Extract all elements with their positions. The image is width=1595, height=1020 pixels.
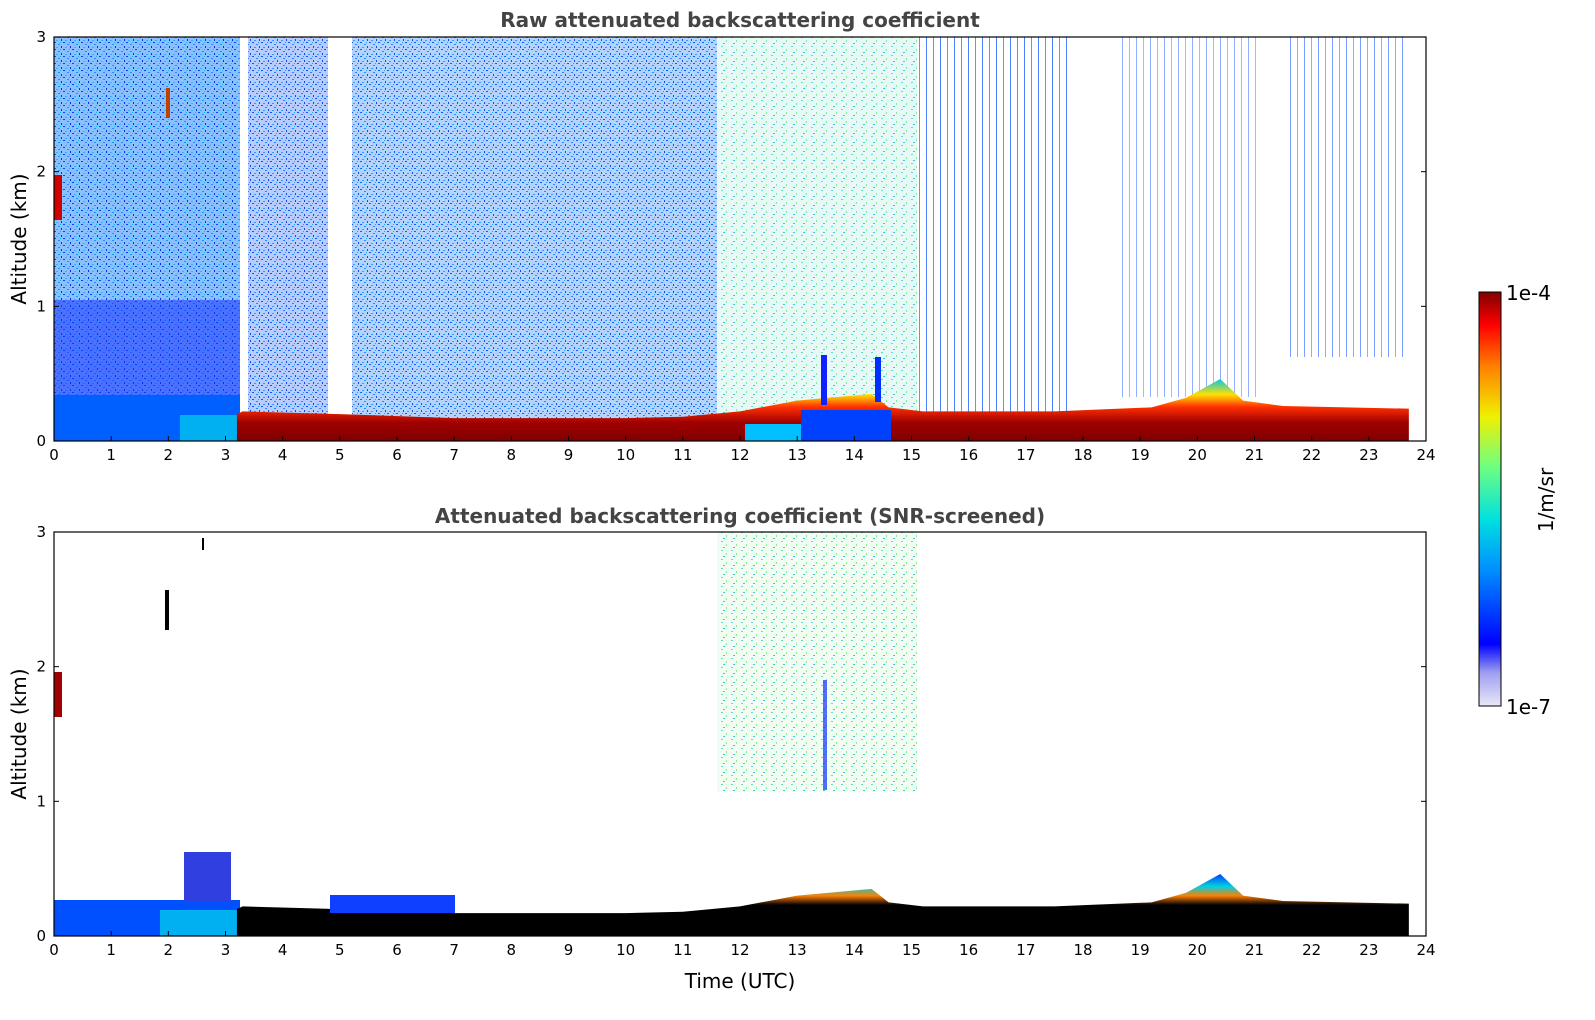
colorbar-unit-label: 1/m/sr (1534, 467, 1558, 532)
x-tick-label: 24 (1416, 941, 1435, 959)
x-tick-label: 19 (1131, 941, 1150, 959)
colorbar: 1e-4 1e-7 1/m/sr (1478, 281, 1558, 719)
y-tick-label: 2 (36, 163, 46, 181)
x-tick-label: 5 (335, 446, 345, 464)
x-tick-label: 10 (616, 446, 635, 464)
x-tick-label: 20 (1188, 446, 1207, 464)
panel-snr-title: Attenuated backscattering coefficient (S… (435, 504, 1045, 528)
x-tick-label: 8 (507, 941, 517, 959)
x-tick-label: 4 (278, 446, 288, 464)
x-tick-label: 15 (902, 446, 921, 464)
snr-boundary-layer-band (236, 874, 1409, 936)
x-tick-label: 18 (1073, 446, 1092, 464)
y-tick-label: 3 (36, 523, 46, 541)
x-tick-label: 14 (845, 941, 864, 959)
panel-snr-heatmap (54, 532, 1426, 936)
x-tick-label: 2 (164, 446, 174, 464)
x-tick-label: 12 (730, 941, 749, 959)
panel-snr-y-ticks: 0 1 2 3 (36, 523, 1426, 945)
x-tick-label: 1 (106, 941, 116, 959)
x-tick-label: 22 (1302, 446, 1321, 464)
panel-snr-x-ticks: 0 1 2 3 4 5 6 7 8 9 10 11 12 13 14 15 16 17 18 19 20 21 22 23 24 (49, 931, 1436, 959)
x-tick-label: 22 (1302, 941, 1321, 959)
panel-raw: Raw attenuated backscattering coefficien… (7, 8, 1436, 464)
x-tick-label: 8 (507, 446, 517, 464)
x-tick-label: 10 (616, 941, 635, 959)
y-tick-label: 1 (36, 792, 46, 810)
y-tick-label: 3 (36, 28, 46, 46)
panel-raw-y-label: Altitude (km) (7, 173, 31, 304)
x-tick-label: 7 (449, 446, 459, 464)
x-tick-label: 11 (673, 941, 692, 959)
panel-raw-heatmap (54, 37, 1426, 441)
x-tick-label: 21 (1245, 446, 1264, 464)
x-tick-label: 24 (1416, 446, 1435, 464)
colorbar-gradient (1478, 291, 1502, 707)
x-tick-label: 9 (564, 446, 574, 464)
x-tick-label: 6 (392, 941, 402, 959)
panel-snr-y-label: Altitude (km) (7, 668, 31, 799)
x-tick-label: 6 (392, 446, 402, 464)
x-tick-label: 0 (49, 941, 59, 959)
x-tick-label: 16 (959, 941, 978, 959)
x-tick-label: 13 (788, 941, 807, 959)
x-tick-label: 19 (1131, 446, 1150, 464)
x-tick-label: 1 (106, 446, 116, 464)
x-tick-label: 16 (959, 446, 978, 464)
x-tick-label: 18 (1073, 941, 1092, 959)
panel-raw-y-ticks: 0 1 2 3 (36, 28, 1426, 450)
x-axis-label: Time (UTC) (684, 969, 796, 993)
x-tick-label: 14 (845, 446, 864, 464)
y-tick-label: 0 (36, 432, 46, 450)
x-tick-label: 23 (1359, 446, 1378, 464)
x-tick-label: 5 (335, 941, 345, 959)
x-tick-label: 3 (221, 446, 231, 464)
colorbar-min-label: 1e-7 (1506, 695, 1551, 719)
x-tick-label: 12 (730, 446, 749, 464)
x-tick-label: 4 (278, 941, 288, 959)
x-tick-label: 17 (1016, 941, 1035, 959)
panel-snr: Attenuated backscattering coefficient (S… (7, 504, 1436, 993)
x-tick-label: 20 (1188, 941, 1207, 959)
x-tick-label: 21 (1245, 941, 1264, 959)
x-tick-label: 9 (564, 941, 574, 959)
panel-raw-title: Raw attenuated backscattering coefficien… (500, 8, 980, 32)
x-tick-label: 15 (902, 941, 921, 959)
panel-raw-x-ticks: 0 1 2 3 4 5 6 7 8 9 10 11 12 13 14 15 16 17 18 19 20 21 22 23 24 (49, 436, 1436, 464)
colorbar-max-label: 1e-4 (1506, 281, 1551, 305)
x-tick-label: 23 (1359, 941, 1378, 959)
y-tick-label: 2 (36, 658, 46, 676)
x-tick-label: 3 (221, 941, 231, 959)
x-tick-label: 7 (449, 941, 459, 959)
x-tick-label: 11 (673, 446, 692, 464)
x-tick-label: 17 (1016, 446, 1035, 464)
x-tick-label: 2 (164, 941, 174, 959)
x-tick-label: 13 (788, 446, 807, 464)
y-tick-label: 0 (36, 927, 46, 945)
x-tick-label: 0 (49, 446, 59, 464)
y-tick-label: 1 (36, 297, 46, 315)
